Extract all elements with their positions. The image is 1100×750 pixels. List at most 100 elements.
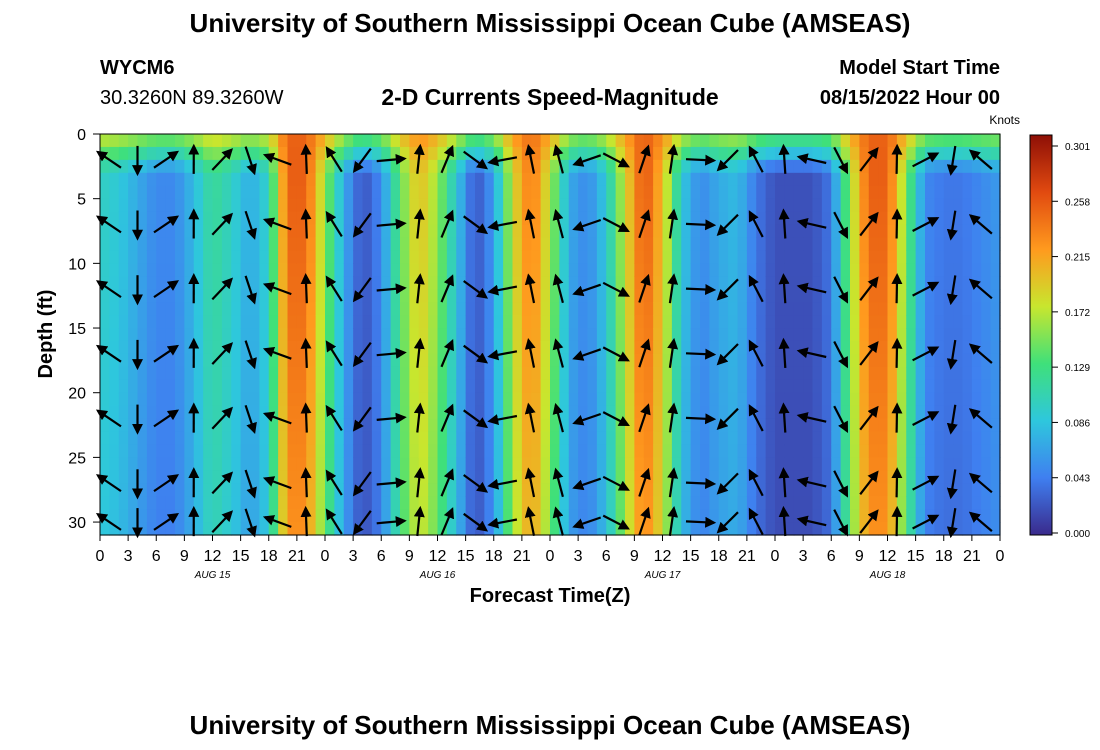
heat-cell	[934, 224, 945, 239]
heat-cell	[306, 444, 317, 458]
heat-cell	[418, 159, 429, 174]
heat-cell	[409, 392, 420, 407]
heat-cell	[831, 315, 842, 329]
heat-cell	[662, 392, 673, 407]
heat-cell	[306, 496, 317, 510]
current-arrow	[891, 402, 903, 433]
heat-cell	[456, 431, 467, 446]
heat-cell	[690, 353, 701, 368]
heat-cell	[662, 315, 673, 329]
heat-cell	[128, 457, 139, 471]
current-arrow	[524, 143, 536, 174]
current-arrow	[262, 152, 292, 166]
current-arrow	[376, 477, 407, 489]
heat-cell	[625, 366, 635, 381]
heat-cell	[840, 134, 851, 148]
heat-cell	[934, 185, 945, 200]
heat-cell	[165, 522, 176, 536]
current-arrow	[685, 283, 717, 295]
current-arrow	[325, 146, 343, 173]
heat-cell	[531, 185, 542, 200]
heat-cell	[381, 185, 392, 200]
heat-cell	[278, 134, 289, 148]
heat-cell	[653, 172, 664, 187]
heat-cell	[662, 172, 673, 187]
heat-cell	[737, 289, 748, 303]
heat-cell	[240, 159, 251, 174]
current-arrow	[463, 512, 489, 532]
heat-cell	[484, 392, 495, 407]
heat-cell	[887, 198, 898, 213]
heat-cell	[334, 470, 345, 484]
heat-cell	[456, 276, 467, 290]
heat-cell	[409, 522, 420, 536]
heat-cell	[812, 134, 823, 148]
heat-cell	[896, 444, 907, 458]
heat-cell	[578, 250, 589, 264]
heat-cell	[765, 211, 776, 226]
heat-cell	[943, 392, 954, 407]
heat-cell	[371, 134, 382, 148]
heat-cell	[240, 328, 251, 342]
heat-cell	[418, 366, 429, 381]
heat-cell	[193, 237, 204, 252]
heat-cell	[840, 211, 851, 226]
heat-cell	[653, 418, 664, 433]
heat-cell	[175, 405, 185, 420]
heat-cell	[531, 263, 542, 277]
heat-cell	[409, 263, 420, 277]
heat-cell	[315, 431, 326, 446]
heat-cell	[831, 172, 842, 187]
heat-cell	[653, 366, 664, 381]
heat-cell	[175, 198, 185, 213]
heat-cell	[503, 457, 514, 471]
heat-cell	[625, 146, 635, 161]
heat-cell	[784, 405, 795, 420]
heat-cell	[990, 418, 1001, 433]
model-start-label: Model Start Time	[839, 57, 1000, 79]
heat-cell	[315, 470, 326, 484]
heat-cell	[371, 237, 382, 252]
heat-cell	[756, 289, 767, 303]
heat-cell	[690, 366, 701, 381]
x-tick-label: 21	[513, 548, 531, 565]
heat-cell	[446, 185, 457, 200]
heat-cell	[671, 263, 682, 277]
heat-cell	[568, 146, 579, 161]
heat-cell	[709, 302, 720, 316]
heat-cell	[343, 211, 354, 226]
heat-cell	[259, 522, 270, 536]
heat-cell	[878, 302, 889, 316]
heat-cell	[868, 185, 879, 200]
heat-cell	[446, 328, 457, 342]
heat-cell	[568, 276, 579, 290]
heat-cell	[418, 289, 429, 303]
heat-cell	[221, 379, 232, 394]
heat-cell	[868, 392, 879, 407]
heat-cell	[325, 159, 335, 174]
heat-cell	[296, 353, 307, 368]
heat-cell	[596, 366, 607, 381]
heat-cell	[362, 289, 373, 303]
heat-cell	[353, 431, 364, 446]
heat-cell	[634, 496, 645, 510]
heat-cell	[906, 263, 917, 277]
heat-cell	[756, 444, 767, 458]
heat-cell	[315, 134, 326, 148]
heat-cell	[259, 315, 270, 329]
current-arrow	[667, 273, 679, 304]
heat-cell	[803, 418, 814, 433]
heat-cell	[756, 198, 767, 213]
heat-cell	[765, 172, 776, 187]
heat-cell	[653, 250, 664, 264]
current-arrow	[325, 210, 343, 237]
heat-cell	[596, 276, 607, 290]
heat-cell	[821, 392, 832, 407]
heat-cell	[418, 198, 429, 213]
heat-cell	[765, 340, 776, 355]
heat-cell	[568, 315, 579, 329]
x-axis-label: Forecast Time(Z)	[469, 585, 631, 607]
heat-cell	[831, 418, 842, 433]
heat-cell	[240, 237, 251, 252]
heat-cell	[118, 444, 129, 458]
